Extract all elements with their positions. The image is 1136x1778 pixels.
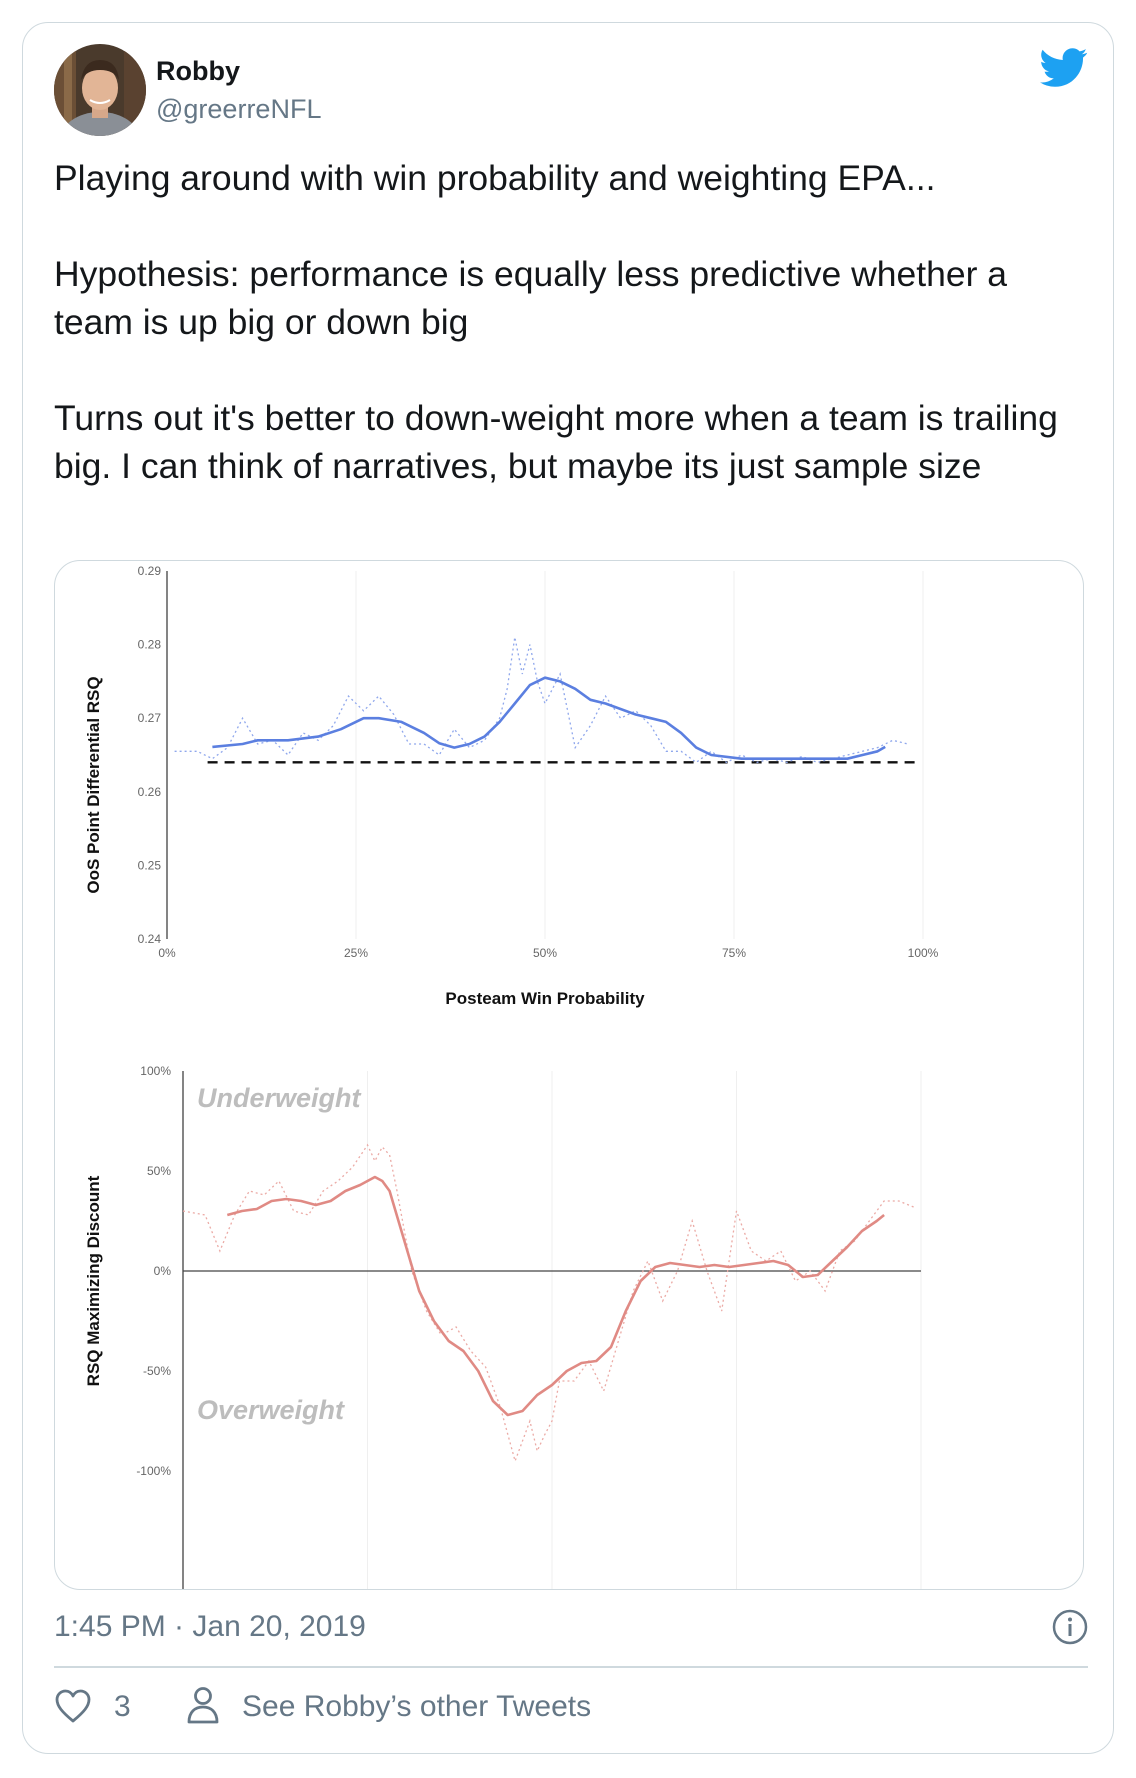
chart2-y-tick-label: 50%	[147, 1164, 171, 1178]
chart1-y-tick-label: 0.28	[138, 638, 162, 652]
footer-divider	[54, 1666, 1088, 1668]
chart1-x-tick-label: 0%	[158, 946, 176, 960]
chart1-x-axis-label: Posteam Win Probability	[445, 989, 645, 1008]
tweet-media-image[interactable]: 0.29 0.28 0.27 0.26 0.25 0.24 0% 25% 50% 75% 100% P…	[54, 560, 1084, 1590]
chart2-y-tick-label: 100%	[140, 1064, 171, 1078]
chart2-y-tick-label: -50%	[143, 1364, 171, 1378]
chart2-raw-series-line	[182, 1143, 914, 1464]
charts-figure: 0.290.280.270.260.250.240% 25% 50% 75% 100%P…	[84, 564, 939, 1589]
heart-icon[interactable]	[54, 1688, 92, 1724]
chart1-y-tick-label: 0.25	[138, 858, 162, 872]
chart2-y-tick-label: -100%	[136, 1464, 171, 1478]
chart1-x-tick-label: 25%	[344, 946, 368, 960]
author-handle[interactable]: @greerreNFL	[156, 94, 322, 124]
chart2-annotation-underweight: Underweight	[197, 1083, 362, 1113]
tweet-paragraph: Playing around with win probability and …	[54, 158, 936, 198]
tweet-paragraph: Turns out it's better to down-weight mor…	[54, 398, 1058, 486]
chart1-x-tick-label: 100%	[908, 946, 939, 960]
author-name[interactable]: Robby	[156, 56, 240, 86]
chart1-x-tick-label: 50%	[533, 946, 557, 960]
avatar[interactable]	[54, 44, 146, 136]
tweet-paragraph: Hypothesis: performance is equally less …	[54, 254, 1008, 342]
twitter-bird-icon[interactable]	[1040, 48, 1088, 88]
tweet-text: Playing around with win probability and …	[54, 154, 1094, 490]
chart2-smoothed-series-line	[226, 1175, 885, 1417]
chart2-y-tick-label: 0%	[154, 1264, 172, 1278]
info-icon[interactable]	[1050, 1607, 1090, 1647]
chart2-y-axis-label: RSQ Maximizing Discount	[84, 1175, 103, 1386]
chart1-y-tick-label: 0.27	[138, 711, 162, 725]
chart1-y-tick-label: 0.24	[138, 932, 162, 946]
chart1-raw-series-line	[174, 637, 909, 764]
see-other-tweets-link[interactable]: See Robby’s other Tweets	[242, 1690, 592, 1723]
chart1-y-tick-label: 0.29	[138, 564, 162, 578]
like-count[interactable]: 3	[114, 1690, 131, 1723]
tweet-timestamp[interactable]: 1:45 PM · Jan 20, 2019	[54, 1610, 366, 1643]
chart2-annotation-overweight: Overweight	[197, 1395, 345, 1425]
chart1-x-tick-label: 75%	[722, 946, 746, 960]
user-icon[interactable]	[186, 1686, 220, 1724]
chart1-y-tick-label: 0.26	[138, 785, 162, 799]
chart1-smoothed-series-line	[212, 676, 886, 760]
chart1-y-axis-label: OoS Point Differential RSQ	[84, 676, 103, 893]
